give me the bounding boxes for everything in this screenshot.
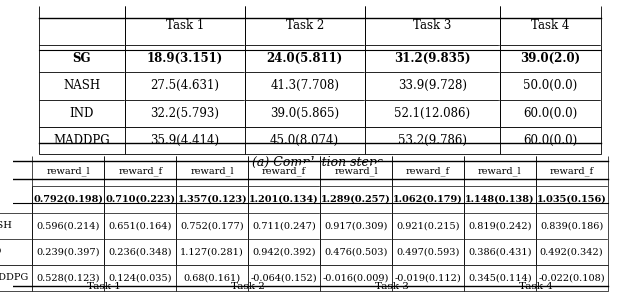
Text: (a) Completion steps.: (a) Completion steps.: [252, 156, 388, 169]
Text: Task 2: Task 2: [231, 282, 265, 291]
Text: Task 3: Task 3: [375, 282, 409, 291]
Text: Task 1: Task 1: [88, 282, 122, 291]
Text: Task 4: Task 4: [518, 282, 552, 291]
